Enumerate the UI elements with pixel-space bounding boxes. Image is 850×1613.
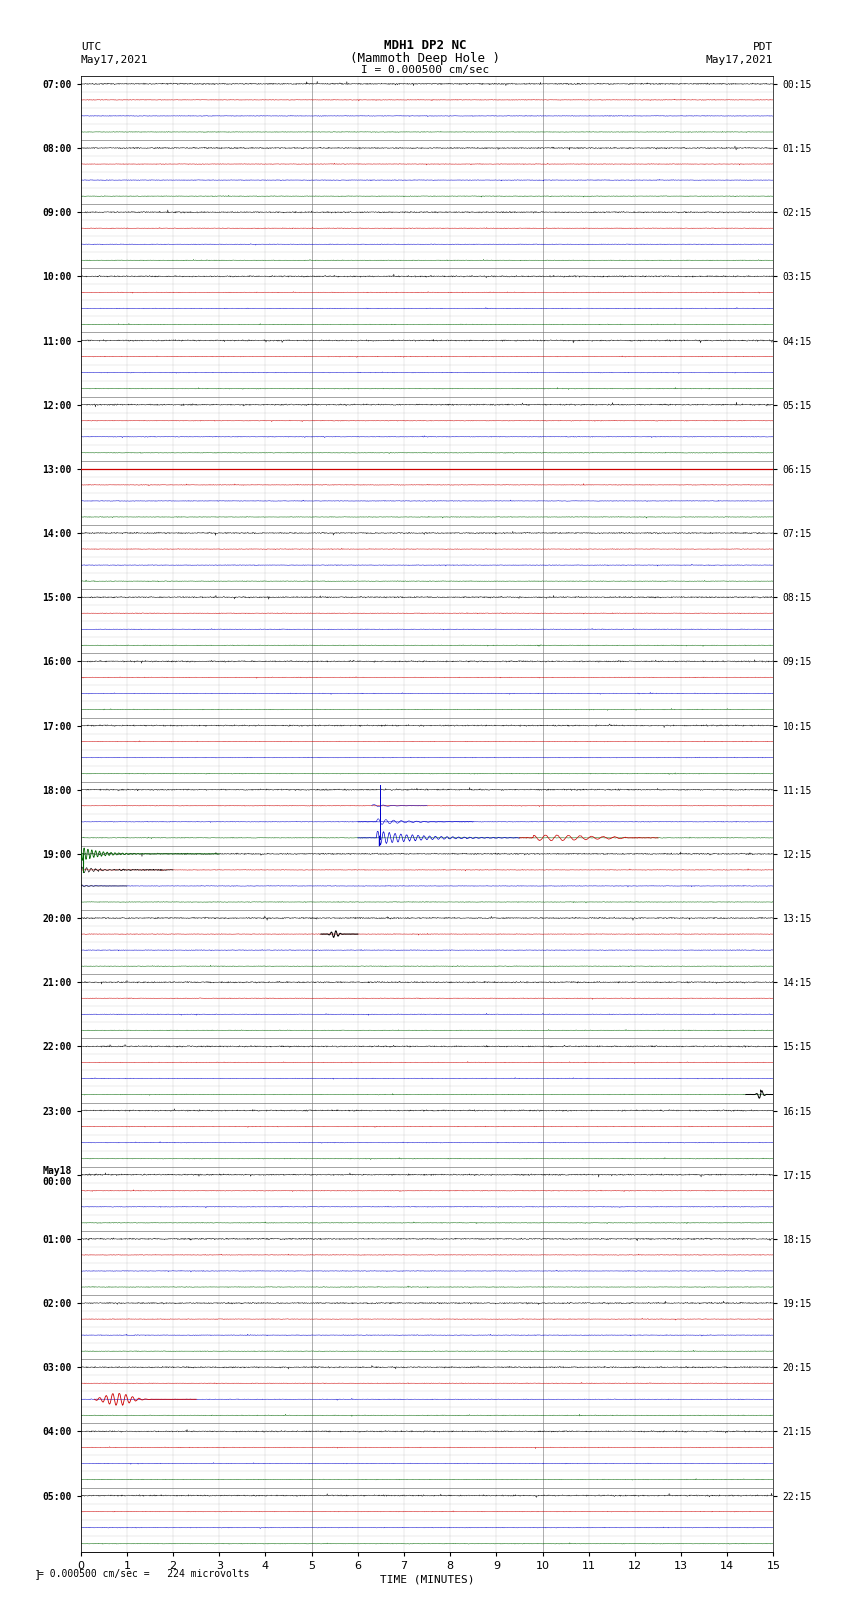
Text: PDT: PDT [753,42,774,52]
Text: May17,2021: May17,2021 [706,55,774,65]
Text: MDH1 DP2 NC: MDH1 DP2 NC [383,39,467,52]
Text: = 0.000500 cm/sec =   224 microvolts: = 0.000500 cm/sec = 224 microvolts [38,1569,250,1579]
X-axis label: TIME (MINUTES): TIME (MINUTES) [380,1574,474,1586]
Text: May17,2021: May17,2021 [81,55,148,65]
Text: I = 0.000500 cm/sec: I = 0.000500 cm/sec [361,65,489,76]
Text: ]: ] [21,1569,42,1579]
Text: (Mammoth Deep Hole ): (Mammoth Deep Hole ) [350,52,500,65]
Text: UTC: UTC [81,42,101,52]
